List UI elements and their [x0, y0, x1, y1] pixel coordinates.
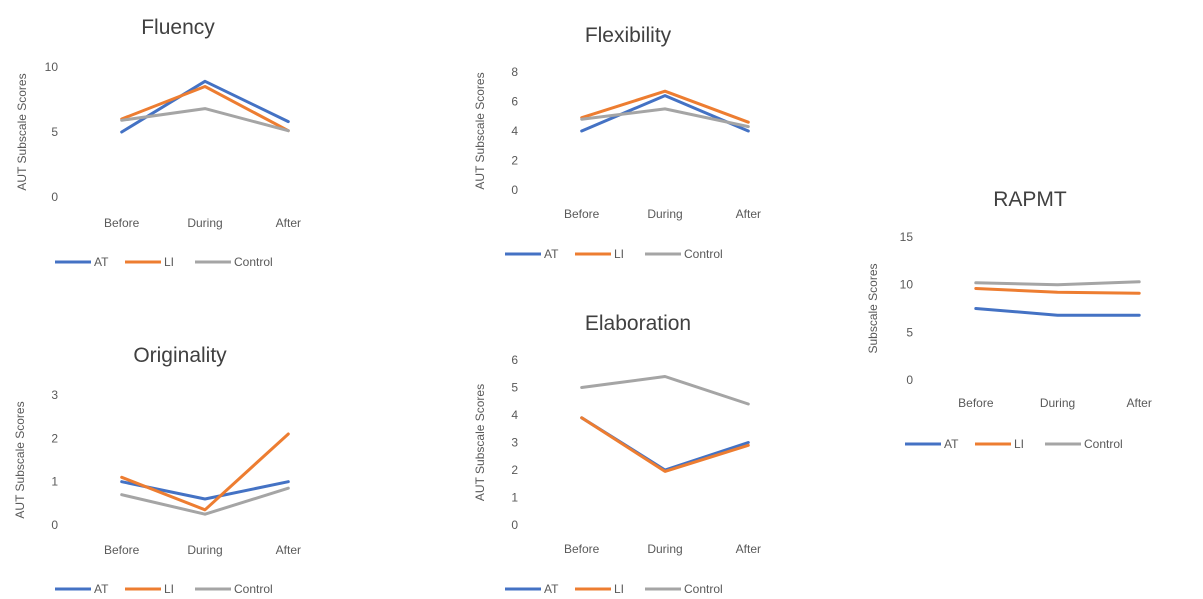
y-tick-label: 8 — [511, 65, 518, 79]
y-axis-label: AUT Subscale Scores — [15, 73, 29, 190]
y-tick-label: 4 — [511, 408, 518, 422]
x-tick-label: After — [736, 207, 761, 221]
y-tick-label: 6 — [511, 353, 518, 367]
legend-label-control: Control — [234, 582, 273, 596]
series-line-control — [580, 107, 750, 129]
y-tick-label: 3 — [511, 436, 518, 450]
y-tick-label: 0 — [906, 373, 913, 387]
series-line-at — [580, 416, 750, 472]
legend-label-control: Control — [1084, 437, 1123, 451]
series-line-control — [580, 375, 750, 406]
x-tick-label: After — [1126, 396, 1151, 410]
legend-label-li: LI — [614, 582, 624, 596]
series-line-control — [120, 107, 290, 133]
y-tick-label: 0 — [511, 183, 518, 197]
x-tick-label: During — [647, 542, 682, 556]
series-line-control — [120, 486, 290, 516]
chart-rapmt: RAPMT Subscale Scores 0 5 10 15 Before During Af… — [855, 170, 1195, 460]
series-line-li — [580, 89, 750, 124]
y-tick-label: 6 — [511, 95, 518, 109]
elaboration-svg: Elaboration AUT Subscale Scores 0 1 2 3 4 5 6 Bef… — [473, 312, 761, 596]
x-tick-label: During — [1040, 396, 1075, 410]
series-line-li — [120, 85, 290, 133]
y-tick-label: 3 — [51, 388, 58, 402]
x-tick-label: Before — [564, 207, 600, 221]
x-tick-label: After — [276, 543, 301, 557]
rapmt-svg: RAPMT Subscale Scores 0 5 10 15 Before During Af… — [866, 188, 1152, 451]
chart-flexibility: Flexibility AUT Subscale Scores 0 2 4 6 8 Befor… — [460, 10, 800, 280]
y-tick-label: 15 — [900, 230, 914, 244]
y-axis-label: AUT Subscale Scores — [473, 72, 487, 189]
chart-originality: Originality AUT Subscale Scores 0 1 2 3 Before… — [0, 330, 340, 599]
x-tick-label: After — [276, 216, 301, 230]
legend-label-li: LI — [614, 247, 624, 261]
chart-elaboration: Elaboration AUT Subscale Scores 0 1 2 3 4 5 6 Bef… — [460, 300, 800, 599]
series-line-at — [974, 307, 1141, 317]
x-tick-label: During — [647, 207, 682, 221]
legend-label-control: Control — [684, 582, 723, 596]
y-tick-label: 5 — [51, 125, 58, 139]
y-tick-label: 2 — [511, 154, 518, 168]
x-tick-label: Before — [104, 543, 140, 557]
y-tick-label: 1 — [511, 491, 518, 505]
legend-label-at: AT — [944, 437, 959, 451]
y-tick-label: 2 — [51, 431, 58, 445]
x-tick-label: Before — [958, 396, 994, 410]
y-axis-label: Subscale Scores — [866, 263, 880, 353]
y-tick-label: 4 — [511, 124, 518, 138]
y-axis-label: AUT Subscale Scores — [473, 384, 487, 501]
x-tick-label: During — [187, 543, 222, 557]
chart-title: Fluency — [141, 16, 215, 39]
legend-label-at: AT — [94, 255, 109, 269]
y-tick-label: 2 — [511, 463, 518, 477]
x-tick-label: After — [736, 542, 761, 556]
x-tick-label: Before — [564, 542, 600, 556]
fluency-svg: Fluency AUT Subscale Scores 0 5 10 Before Duri… — [15, 16, 301, 269]
series-line-li — [974, 287, 1141, 295]
originality-svg: Originality AUT Subscale Scores 0 1 2 3 Before… — [13, 344, 301, 596]
chart-title: Originality — [133, 344, 227, 367]
chart-title: RAPMT — [993, 188, 1067, 211]
y-axis-label: AUT Subscale Scores — [13, 401, 27, 518]
y-tick-label: 5 — [906, 325, 913, 339]
legend-label-li: LI — [164, 255, 174, 269]
y-tick-label: 0 — [51, 190, 58, 204]
y-tick-label: 10 — [900, 278, 914, 292]
y-tick-label: 0 — [511, 518, 518, 532]
series-line-control — [974, 280, 1141, 287]
y-tick-label: 0 — [51, 518, 58, 532]
y-tick-label: 10 — [45, 60, 59, 74]
legend-label-at: AT — [94, 582, 109, 596]
legend-label-control: Control — [684, 247, 723, 261]
flexibility-svg: Flexibility AUT Subscale Scores 0 2 4 6 8 Befor… — [473, 24, 761, 261]
legend-label-li: LI — [1014, 437, 1024, 451]
legend-label-at: AT — [544, 582, 559, 596]
legend-label-li: LI — [164, 582, 174, 596]
x-tick-label: During — [187, 216, 222, 230]
y-tick-label: 5 — [511, 381, 518, 395]
x-tick-label: Before — [104, 216, 140, 230]
chart-fluency: Fluency AUT Subscale Scores 0 5 10 Before Duri… — [0, 0, 340, 290]
chart-title: Elaboration — [585, 312, 691, 335]
series-line-li — [580, 416, 750, 473]
chart-title: Flexibility — [585, 24, 672, 47]
series-line-li — [120, 432, 290, 512]
legend-label-control: Control — [234, 255, 273, 269]
y-tick-label: 1 — [51, 475, 58, 489]
legend-label-at: AT — [544, 247, 559, 261]
